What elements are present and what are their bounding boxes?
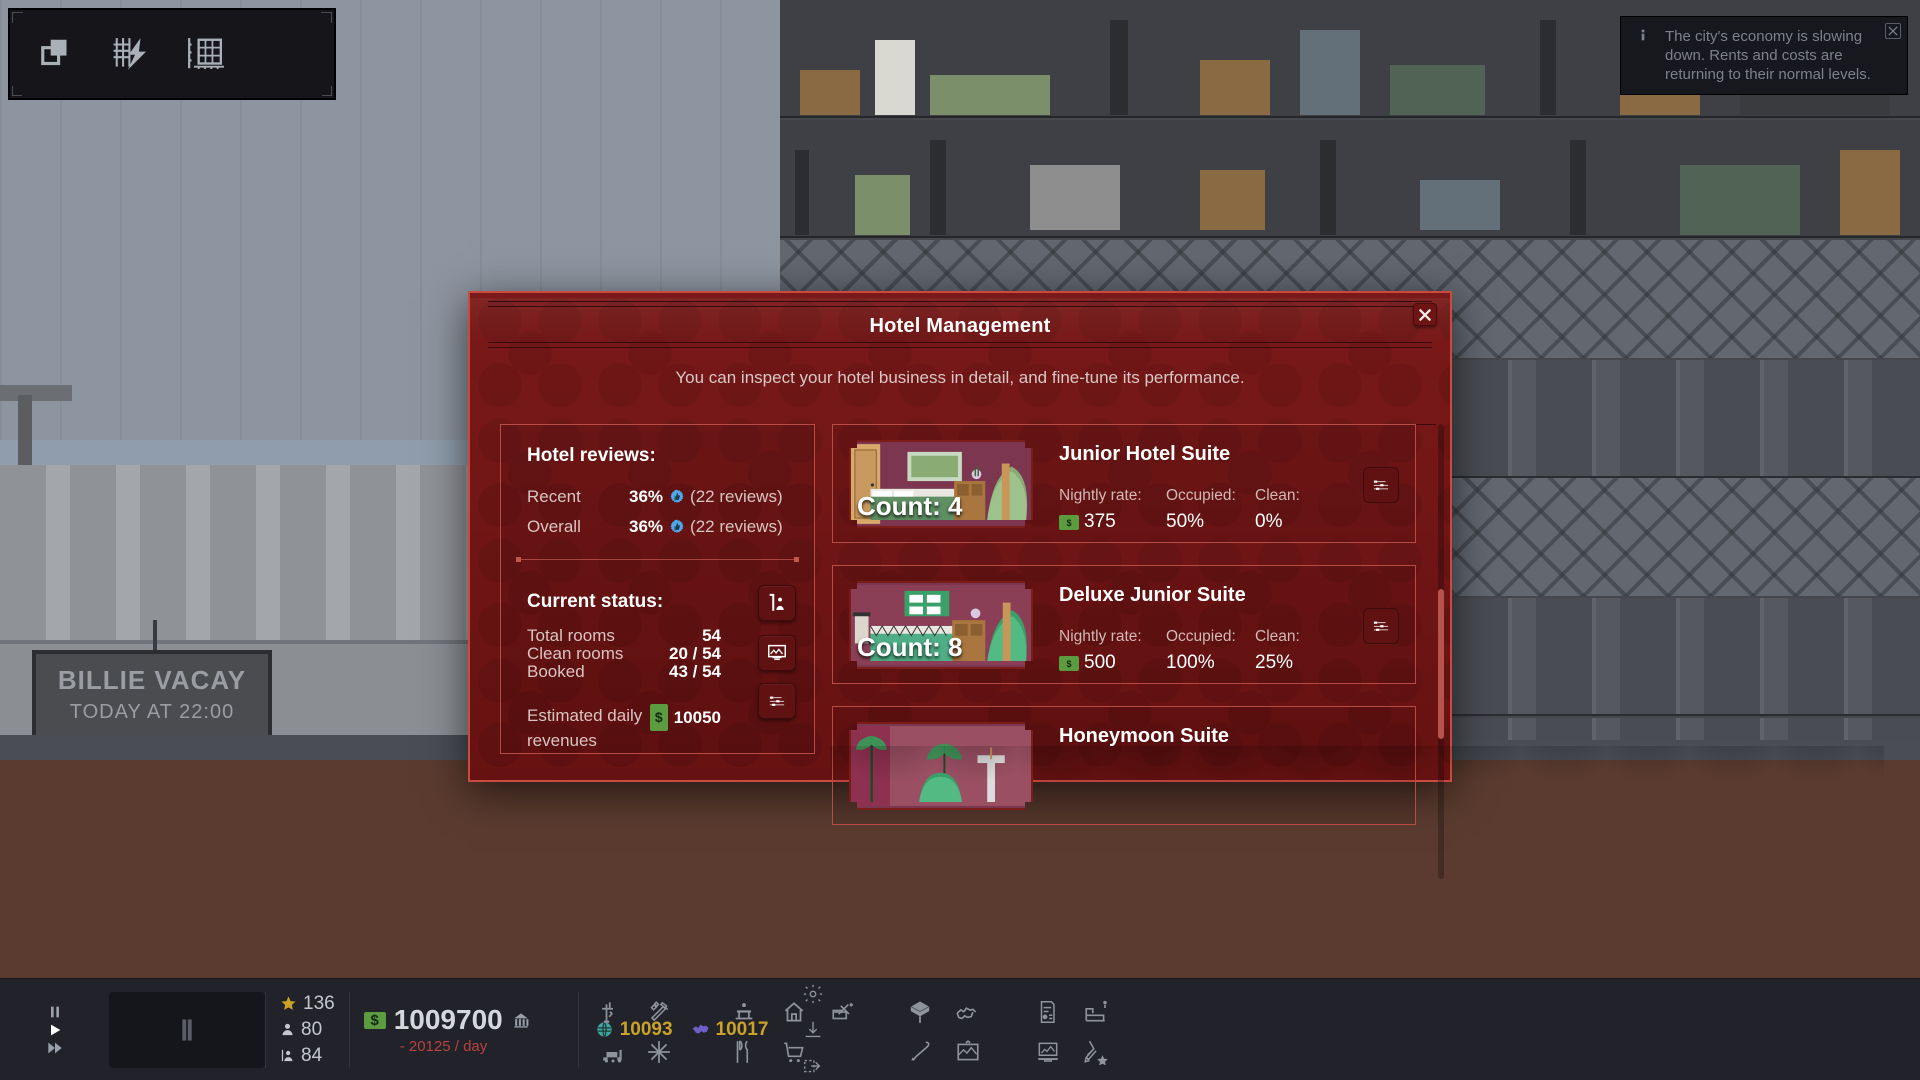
svg-text:$: $ <box>1066 518 1071 528</box>
svg-text:$: $ <box>1066 659 1071 669</box>
